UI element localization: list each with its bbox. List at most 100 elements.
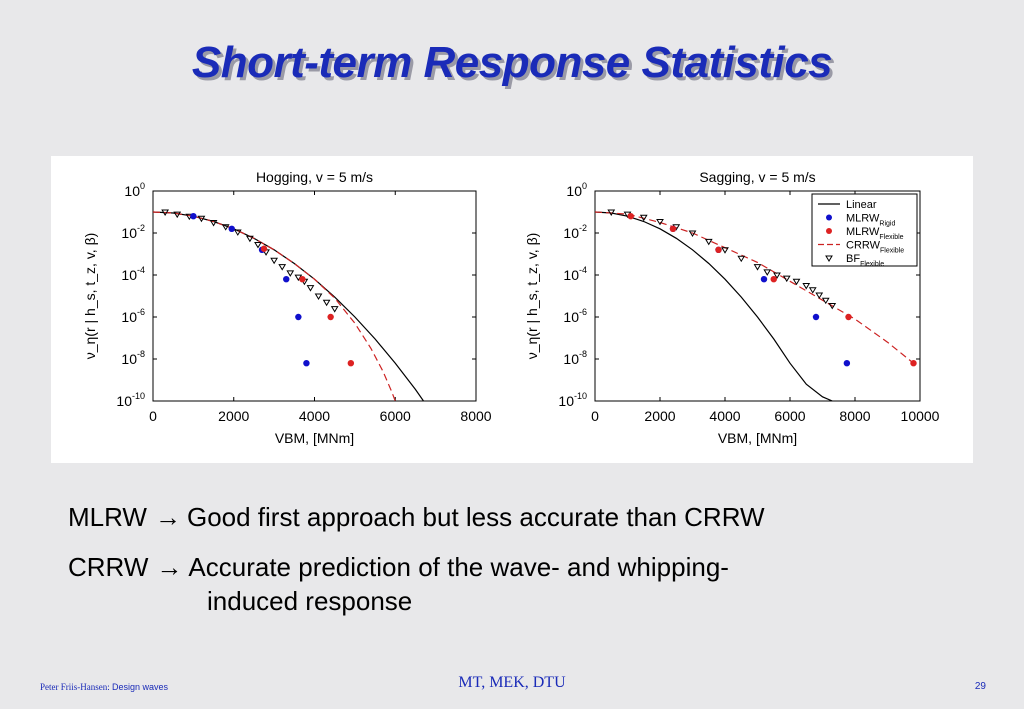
arrow-icon: → <box>156 552 183 582</box>
chart1-title: Hogging, v = 5 m/s <box>256 169 373 185</box>
chart2-y-tick-label: 10-10 <box>558 391 587 409</box>
chart1-y-tick-label-text: 10-8 <box>121 349 145 367</box>
chart1-y-tick-label-text: 100 <box>124 181 145 199</box>
chart2-point-bf_flexible <box>773 272 781 279</box>
chart1-series-crrw_flexible <box>153 211 396 401</box>
chart2-point-bf_flexible <box>704 238 713 246</box>
chart1-y-tick-label: 100 <box>124 181 145 199</box>
chart1-point-mlrw_rigid <box>295 313 302 321</box>
chart2-point-bf_flexible <box>802 283 811 290</box>
chart1-point-bf_flexible <box>246 235 254 243</box>
bullet-term: CRRW <box>68 552 149 582</box>
chart2-legend-swatch-bf_flexible <box>825 255 833 262</box>
bullet-term: MLRW <box>68 502 147 532</box>
chart2-point-bf_flexible <box>808 287 817 294</box>
page-number: 29 <box>974 681 986 692</box>
bullet-list: MLRW → Good first approach but less accura… <box>68 497 968 623</box>
chart1-y-tick-label: 10-2 <box>121 223 145 241</box>
chart2-y-tick-label: 10-4 <box>563 265 587 283</box>
chart2-y-tick-label-text: 10-10 <box>558 391 587 409</box>
chart1-point-bf_flexible <box>314 293 323 300</box>
chart2-point-bf_flexible <box>815 292 824 299</box>
chart1-x-tick-label: 4000 <box>299 408 330 424</box>
chart1-point-bf_flexible <box>254 242 262 249</box>
chart2-point-bf_flexible <box>753 264 762 271</box>
chart2-y-tick-label: 10-2 <box>563 223 587 241</box>
chart1-x-tick-label: 2000 <box>218 408 249 424</box>
chart2-y-tick-label: 100 <box>566 181 587 199</box>
arrow-icon: → <box>154 502 181 532</box>
chart2-legend-label: BFFlexible <box>846 253 884 268</box>
chart2-point-mlrw_flexible <box>627 213 634 220</box>
bullet-mlrw: MLRW → Good first approach but less accura… <box>68 497 968 537</box>
chart2-point-bf_flexible <box>792 278 801 286</box>
chart1-point-bf_flexible <box>209 220 218 227</box>
chart1-plot-frame <box>152 190 477 402</box>
footer-topic: Design waves <box>112 682 169 692</box>
chart2-series-linear <box>595 211 833 401</box>
chart2-point-bf_flexible <box>828 302 837 310</box>
chart2-y-tick-label: 10-6 <box>563 307 587 325</box>
chart2-legend-label: Linear <box>846 199 877 211</box>
chart1-point-bf_flexible <box>173 211 182 219</box>
figure-svg: Hogging, v = 5 m/s 0 2000 4000 6000 8000 VBM, … <box>82 169 940 446</box>
chart2-x-tick-label: 8000 <box>839 408 870 424</box>
chart2-x-tick-label: 2000 <box>644 408 675 424</box>
chart2-point-mlrw_flexible <box>715 246 722 253</box>
chart2-point-mlrw_flexible <box>910 360 917 367</box>
chart2-point-bf_flexible <box>607 209 616 216</box>
chart1-point-bf_flexible <box>197 215 206 223</box>
chart2-y-tick-label-text: 100 <box>566 181 587 199</box>
chart2-point-mlrw_rigid <box>843 360 851 367</box>
bullet-text: Accurate prediction of the wave- and whi… <box>188 552 729 582</box>
chart2-y-tick-label-text: 10-2 <box>563 223 587 241</box>
chart1-y-tick-label-text: 10-2 <box>121 223 145 241</box>
chart2-y-tick-label-text: 10-8 <box>563 349 587 367</box>
chart1-point-mlrw_flexible <box>347 360 355 367</box>
chart2-point-bf_flexible <box>688 230 697 237</box>
chart2-xlabel: VBM, [MNm] <box>718 430 797 446</box>
chart1-y-tick-label-text: 10-10 <box>116 391 145 409</box>
chart1-x-tick-label: 6000 <box>380 408 411 424</box>
chart2-legend-swatch-mlrw_rigid <box>826 214 832 221</box>
chart2-x-tick-label: 6000 <box>774 408 805 424</box>
chart2-legend-label: MLRWFlexible <box>846 226 904 241</box>
chart2-legend-swatch-mlrw_flexible <box>826 228 832 234</box>
chart1-x-tick-label: 0 <box>149 408 157 424</box>
chart2-x-tick-label: 0 <box>591 408 599 424</box>
chart1-point-mlrw_flexible <box>260 245 268 252</box>
chart2-point-mlrw_rigid <box>760 276 768 283</box>
chart1-point-bf_flexible <box>233 229 242 236</box>
chart2-y-tick-label-text: 10-4 <box>563 265 587 283</box>
chart2-point-bf_flexible <box>721 247 729 254</box>
footer-author-name: Peter Friis-Hansen: <box>40 682 110 692</box>
bullet-continuation: induced response <box>207 586 413 616</box>
chart2-x-tick-label: 4000 <box>709 408 740 424</box>
chart1-point-bf_flexible <box>330 306 339 313</box>
chart1-point-bf_flexible <box>161 209 169 216</box>
bullet-text: Good first approach but less accurate th… <box>186 502 765 532</box>
chart1-point-mlrw_rigid <box>190 213 197 220</box>
chart2-point-bf_flexible <box>656 218 664 226</box>
chart1-y-tick-label-text: 10-6 <box>121 307 145 325</box>
chart1-y-tick-label-text: 10-4 <box>121 265 145 283</box>
chart1-series-linear <box>153 211 424 401</box>
chart1-y-tick-label: 10-10 <box>116 391 145 409</box>
chart2-legend-label: CRRWFlexible <box>846 240 904 255</box>
chart2-point-mlrw_flexible <box>669 225 677 232</box>
chart2-y-tick-label: 10-8 <box>563 349 587 367</box>
chart2-y-tick-label-text: 10-6 <box>563 307 587 325</box>
chart2-point-mlrw_flexible <box>845 313 852 321</box>
chart1-point-bf_flexible <box>322 299 331 307</box>
chart1-y-tick-label: 10-4 <box>121 265 145 283</box>
footer-center: MT, MEK, DTU <box>458 674 566 691</box>
chart1-y-tick-label: 10-8 <box>121 349 145 367</box>
chart2-point-bf_flexible <box>763 269 772 276</box>
bullet-crrw: CRRW → Accurate prediction of the wave- an… <box>68 547 968 587</box>
chart1-point-bf_flexible <box>221 224 230 231</box>
chart1-point-bf_flexible <box>270 257 279 265</box>
footer-author: Peter Friis-Hansen: Design waves <box>40 682 168 692</box>
chart2-point-bf_flexible <box>821 297 830 305</box>
chart2-point-bf_flexible <box>782 275 791 283</box>
chart2-point-mlrw_rigid <box>812 313 820 321</box>
